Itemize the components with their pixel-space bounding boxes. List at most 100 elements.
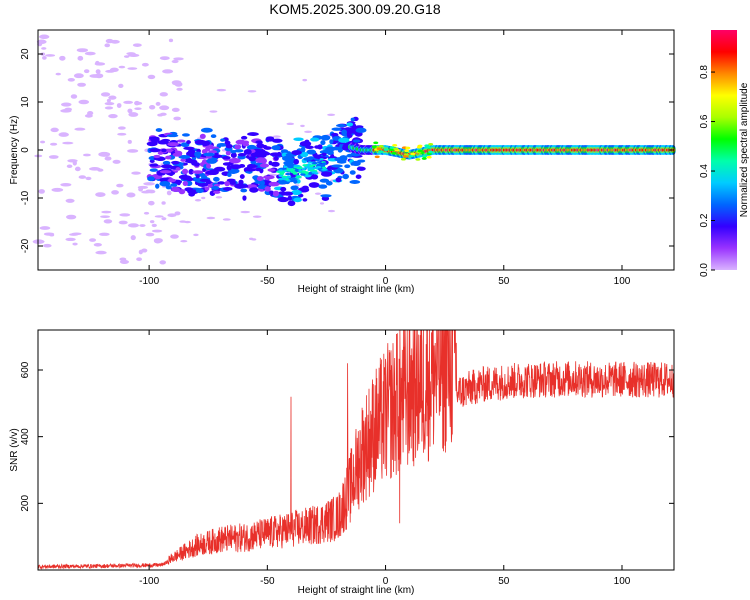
- spectrogram-cell: [213, 176, 220, 182]
- spectrogram-cell: [95, 60, 100, 66]
- spectrogram-cell: [205, 170, 215, 175]
- spectrogram-cell: [378, 144, 384, 148]
- spectrogram-cell: [317, 144, 323, 150]
- spectrogram-cell: [180, 158, 186, 162]
- spectrogram-cell: [161, 217, 167, 221]
- spectrogram-cell: [123, 100, 134, 104]
- spectrogram-cell: [220, 138, 226, 142]
- spectrogram-cell: [119, 213, 131, 217]
- spectrogram-cell: [240, 188, 248, 193]
- spectrogram-cell: [338, 137, 350, 143]
- spectrogram-cell: [272, 135, 281, 138]
- snr-x-label: Height of straight line (km): [298, 585, 415, 596]
- spectrogram-cell: [97, 168, 104, 172]
- spectrogram-cell: [149, 148, 161, 153]
- spectrogram-cell: [234, 183, 246, 189]
- spectrogram-cell: [159, 112, 167, 116]
- spectrogram-cell: [271, 145, 281, 151]
- spectrogram-cell: [222, 162, 232, 166]
- spectrogram-cell: [239, 174, 245, 180]
- colorbar-tick-label: 0.6: [699, 114, 710, 128]
- spectrogram-cell: [240, 135, 248, 140]
- spectrogram-cell: [178, 154, 191, 159]
- spectrogram-cell: [426, 155, 432, 159]
- spectrogram-cell: [415, 158, 421, 161]
- spectrogram-cell: [222, 186, 233, 191]
- spectrogram-cell: [162, 69, 174, 74]
- spectrogram-cell: [126, 192, 136, 198]
- spectrogram-cell: [145, 189, 153, 194]
- spectrogram-cell: [234, 149, 244, 153]
- spectrogram-cell: [293, 179, 298, 184]
- spectrogram-cell: [162, 160, 171, 165]
- spectrogram-cell: [186, 140, 191, 145]
- spectrogram-cell: [301, 185, 309, 191]
- spectrogram-cell: [357, 159, 366, 163]
- spectrogram-cell: [298, 169, 302, 172]
- spectrogram-cell: [210, 134, 217, 139]
- spectrogram-cell: [331, 164, 343, 168]
- spectrogram-cell: [283, 165, 288, 169]
- spectrogram-cell: [255, 140, 263, 144]
- spectrogram-cell: [49, 156, 59, 159]
- spectrogram-cell: [417, 149, 423, 153]
- spectrogram-cell: [287, 200, 296, 207]
- spectrogram-cell: [43, 232, 55, 236]
- spectrogram-cell: [255, 167, 262, 172]
- spectrogram-cell: [101, 210, 112, 214]
- spectrogram-cell: [65, 237, 76, 242]
- spectrogram-cell: [193, 162, 201, 167]
- spectrogram-cell: [341, 129, 348, 136]
- spectrogram-cell: [199, 133, 206, 139]
- spectrogram-cell: [204, 186, 210, 191]
- spectrogram-cell: [271, 138, 283, 143]
- spectrogram-cell: [188, 168, 194, 175]
- spectrogram-cell: [104, 101, 115, 106]
- spectrogram-cell: [183, 174, 188, 179]
- spectrogram-cell: [72, 242, 78, 246]
- colorbar-ticks: 0.0 0.2 0.4 0.6 0.8: [699, 65, 715, 277]
- spectrogram-cell: [391, 151, 397, 155]
- spectrogram-cell: [32, 239, 45, 244]
- spectrogram-cell: [139, 224, 146, 227]
- spectrogram-cell: [240, 210, 251, 214]
- spectrogram-cell: [291, 177, 297, 181]
- spectrogram-cell: [222, 218, 231, 221]
- spectrogram-cell: [117, 126, 126, 130]
- spectrogram-cell: [55, 72, 61, 76]
- spectrogram-cell: [183, 146, 195, 151]
- spectrogram-cell: [171, 107, 180, 112]
- spectrogram-cell: [160, 164, 173, 169]
- spectrogram-cell: [228, 157, 241, 164]
- spectrogram-cell: [127, 108, 133, 114]
- spectrogram-cell: [50, 127, 59, 133]
- spectrogram-cell: [252, 215, 262, 218]
- spectrogram-cell: [342, 173, 350, 180]
- spectrogram-cell: [168, 38, 174, 43]
- spectrogram-cell: [145, 232, 155, 237]
- spectrogram-y-tick-label: 10: [20, 96, 31, 108]
- spectrogram-cell: [201, 196, 206, 200]
- spectrogram-cell: [76, 48, 89, 53]
- snr-y-tick-label: 200: [20, 495, 31, 512]
- spectrogram-y-tick-label: 20: [20, 48, 31, 60]
- spectrogram-cell: [170, 234, 179, 239]
- spectrogram-cell: [282, 191, 294, 196]
- spectrogram-cell: [286, 122, 295, 126]
- spectrogram-cell: [167, 213, 177, 218]
- spectrogram-cell: [302, 198, 308, 202]
- snr-frame: [37, 329, 675, 571]
- spectrogram-cell: [335, 177, 342, 183]
- spectrogram-cell: [149, 163, 159, 167]
- spectrogram-cell: [153, 238, 163, 243]
- spectrogram-cell: [165, 185, 172, 190]
- spectrogram-cell: [119, 257, 127, 261]
- spectrogram-cell: [307, 167, 315, 170]
- spectrogram-cell: [319, 178, 330, 183]
- spectrogram-cell: [302, 78, 308, 82]
- spectrogram-cell: [392, 143, 398, 147]
- spectrogram-cell: [259, 180, 265, 186]
- spectrogram-x-tick-label: 0: [383, 276, 389, 287]
- spectrogram-cell: [244, 168, 257, 172]
